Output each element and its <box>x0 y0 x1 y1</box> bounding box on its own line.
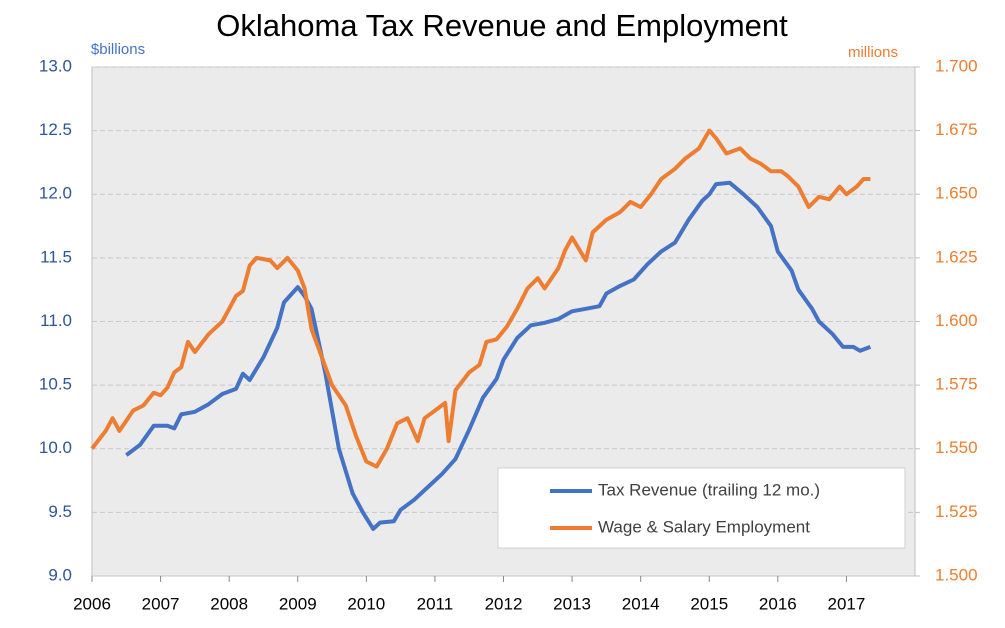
y2-tick-label: 1.500 <box>935 565 978 584</box>
y2-tick-label: 1.650 <box>935 184 978 203</box>
y-tick-label: 12.0 <box>39 184 72 203</box>
y2-axis-label: millions <box>848 44 898 61</box>
y-tick-label: 9.0 <box>48 565 72 584</box>
y2-tick-label: 1.525 <box>935 502 978 521</box>
x-tick-label: 2015 <box>690 594 728 613</box>
x-tick-label: 2014 <box>622 594 660 613</box>
y2-tick-label: 1.700 <box>935 56 978 75</box>
y-axis-label: $billions <box>91 41 145 58</box>
y2-tick-label: 1.625 <box>935 247 978 266</box>
chart-title: Oklahoma Tax Revenue and Employment <box>216 8 788 43</box>
x-tick-label: 2009 <box>279 594 317 613</box>
y2-tick-label: 1.550 <box>935 438 978 457</box>
y2-tick-label: 1.600 <box>935 311 978 330</box>
y-tick-label: 10.0 <box>39 438 72 457</box>
y-tick-label: 13.0 <box>39 56 72 75</box>
y-tick-label: 12.5 <box>39 120 72 139</box>
y2-tick-label: 1.675 <box>935 120 978 139</box>
x-tick-label: 2010 <box>347 594 385 613</box>
y2-tick-label: 1.575 <box>935 375 978 394</box>
y-tick-label: 11.0 <box>40 311 72 330</box>
x-tick-label: 2017 <box>828 594 866 613</box>
y-tick-label: 10.5 <box>39 375 72 394</box>
series-line <box>90 128 871 469</box>
x-tick-label: 2008 <box>210 594 248 613</box>
legend-label: Tax Revenue (trailing 12 mo.) <box>598 480 820 499</box>
y-tick-label: 9.5 <box>48 502 72 521</box>
legend-box <box>497 467 906 549</box>
series-line <box>125 180 872 531</box>
x-tick-label: 2006 <box>73 594 111 613</box>
legend-label: Wage & Salary Employment <box>598 517 810 536</box>
x-tick-label: 2013 <box>553 594 591 613</box>
x-tick-label: 2012 <box>485 594 523 613</box>
x-tick-label: 2007 <box>142 594 180 613</box>
x-tick-label: 2016 <box>759 594 797 613</box>
y-tick-label: 11.5 <box>40 247 72 266</box>
x-tick-label: 2011 <box>417 594 454 613</box>
